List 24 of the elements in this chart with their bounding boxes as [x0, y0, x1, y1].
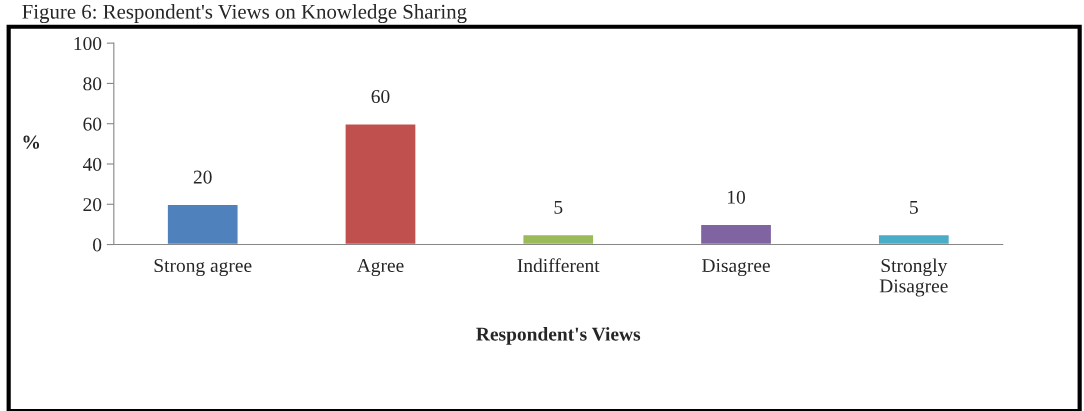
bar [877, 233, 951, 245]
x-axis-title: Respondent's Views [476, 327, 641, 345]
data-label: 5 [554, 200, 563, 214]
y-tick-label: 60 [83, 117, 102, 131]
data-label: 5 [910, 200, 918, 214]
bar [699, 223, 773, 245]
y-axis-title: % [23, 135, 40, 149]
x-tick-label: Disagree [702, 259, 770, 277]
y-tick-label: 100 [74, 36, 102, 51]
data-label: 10 [728, 190, 746, 204]
data-label: 60 [371, 89, 390, 104]
x-tick-label: Strong agree [154, 259, 252, 277]
bar [522, 233, 595, 245]
bar [166, 203, 239, 245]
y-tick-label: 80 [83, 77, 102, 91]
y-tick-label: 40 [82, 157, 102, 171]
y-tick-label: 0 [93, 238, 102, 252]
x-tick-label: Strongly Disagree [879, 258, 948, 297]
data-label: 20 [193, 170, 212, 184]
x-tick-label: Agree [356, 259, 404, 277]
bar [344, 123, 417, 245]
chart-title: Figure 6: Respondent's Views on Knowledge Sharing [22, 4, 467, 24]
y-tick-label: 20 [83, 198, 102, 212]
x-tick-label: Indifferent [517, 258, 600, 273]
